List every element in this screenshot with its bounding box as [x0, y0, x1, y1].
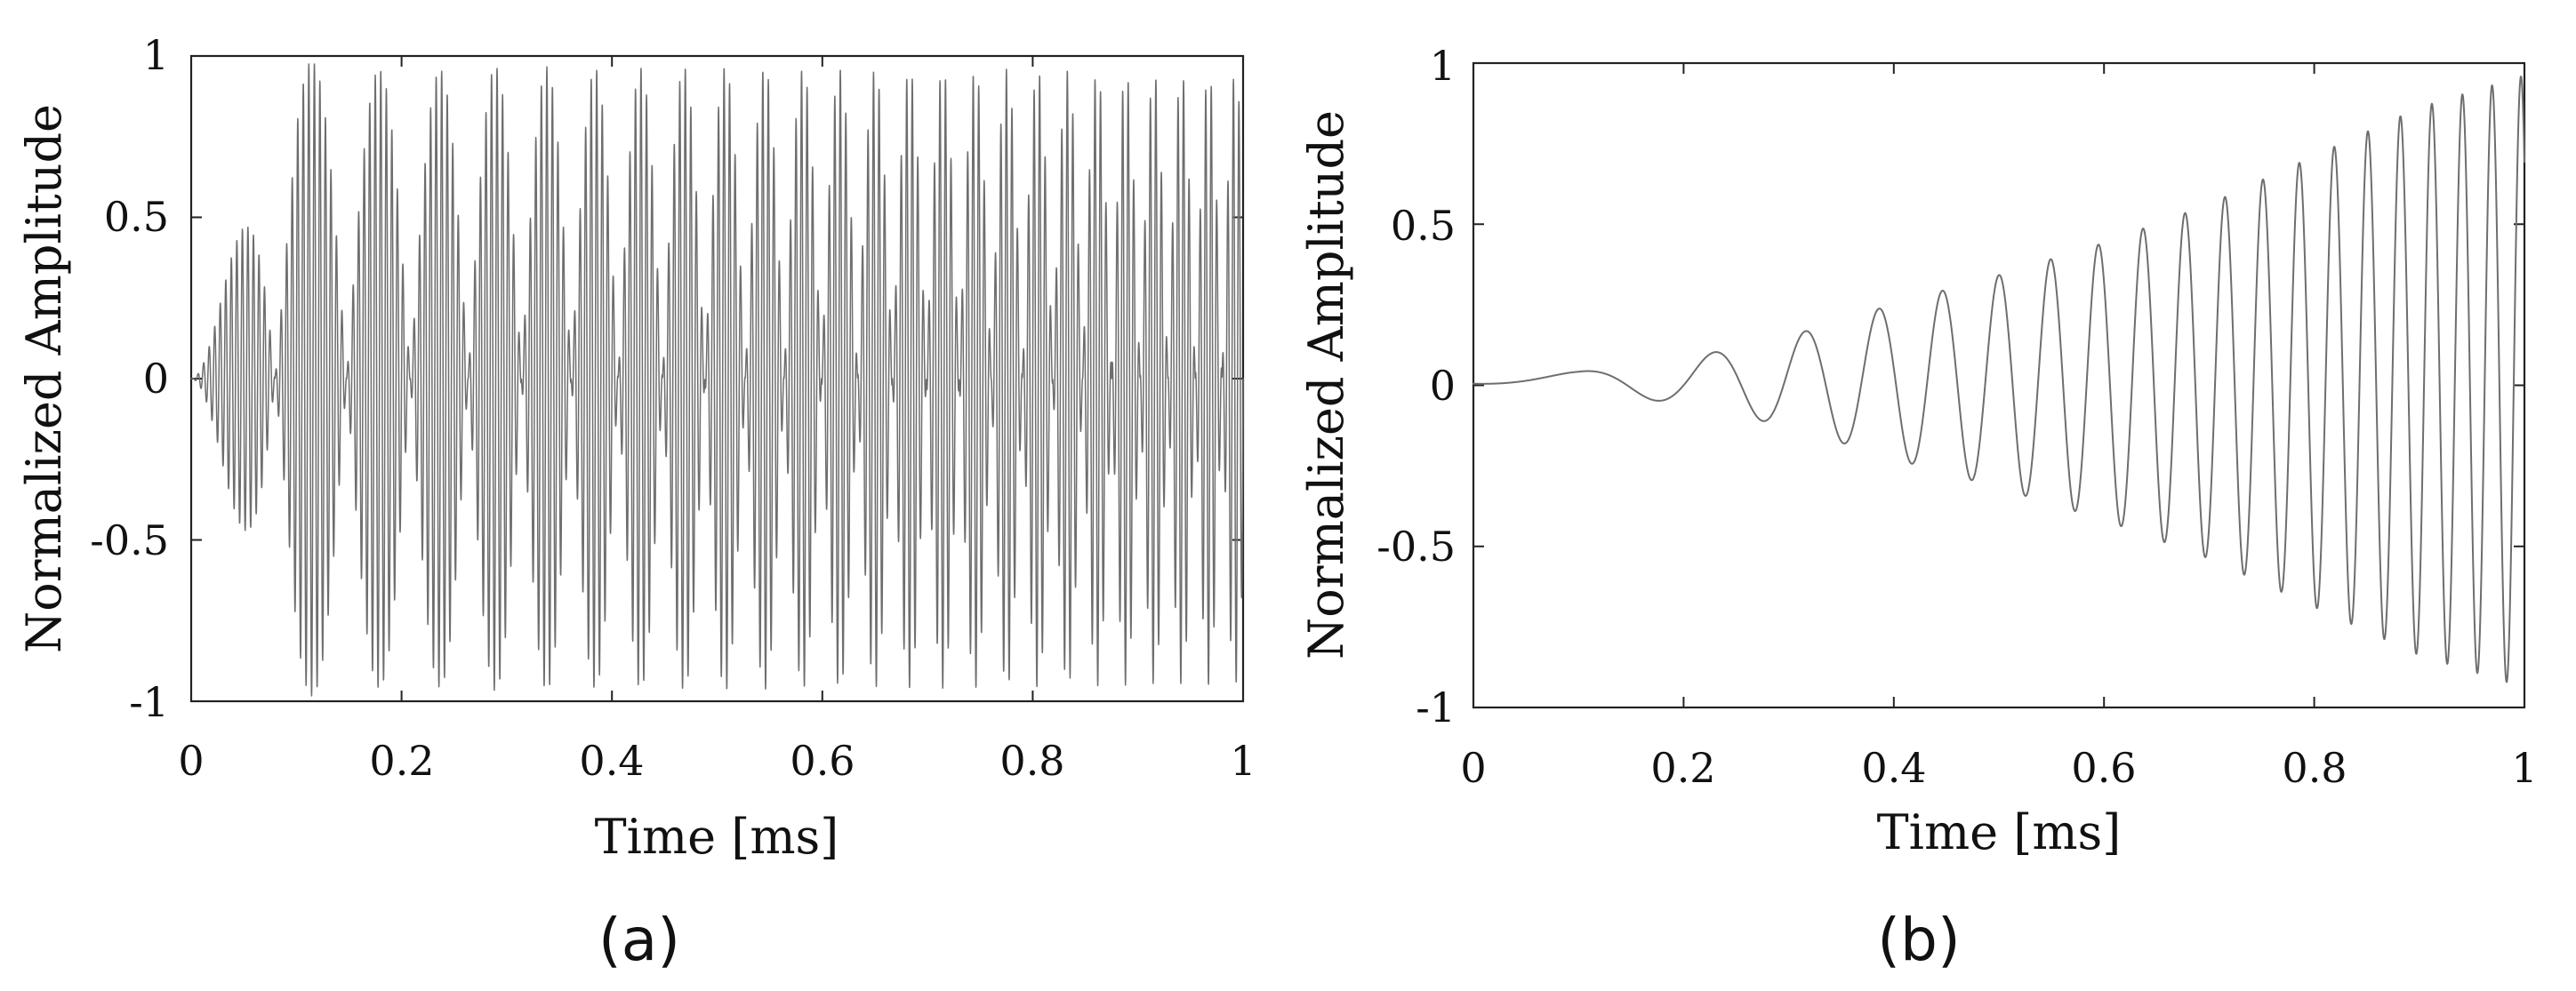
- chart-a-xtick-0: 0: [178, 737, 204, 785]
- chart-a-xtick-1: 1: [1230, 737, 1256, 785]
- chart-b-xtick-0.4: 0.4: [1861, 744, 1926, 792]
- chart-a: 1 0.5 0 -0.5 -1 0 0.2 0.4 0.6 0.8 1 Time…: [16, 31, 1256, 974]
- chart-b-ticks: [1473, 62, 2525, 708]
- chart-b-ytick--1: -1: [1416, 683, 1456, 731]
- chart-b-y-ticks: 1 0.5 0 -0.5 -1: [1376, 42, 1456, 731]
- chart-b-xtick-1: 1: [2511, 744, 2537, 792]
- chart-a-xtick-0.4: 0.4: [579, 737, 644, 785]
- chart-a-ytick-1: 1: [143, 31, 169, 79]
- chart-a-ytick--1: -1: [129, 678, 169, 726]
- chart-a-x-ticks: 0 0.2 0.4 0.6 0.8 1: [178, 737, 1256, 785]
- chart-a-ytick-0: 0: [143, 355, 169, 403]
- chart-b-ytick-0.5: 0.5: [1391, 202, 1456, 250]
- chart-b-panel-label: (b): [1877, 906, 1960, 974]
- chart-b-xtick-0.6: 0.6: [2071, 744, 2136, 792]
- chart-a-y-ticks: 1 0.5 0 -0.5 -1: [90, 31, 169, 726]
- chart-a-xtick-0.2: 0.2: [369, 737, 434, 785]
- chart-b-xtick-0.2: 0.2: [1650, 744, 1715, 792]
- chart-a-ytick-0.5: 0.5: [104, 193, 169, 241]
- chart-a-ytick--0.5: -0.5: [90, 516, 169, 564]
- chart-b: 1 0.5 0 -0.5 -1 0 0.2 0.4 0.6 0.8 1 Time…: [1298, 42, 2538, 974]
- chart-b-x-ticks: 0 0.2 0.4 0.6 0.8 1: [1460, 744, 2537, 792]
- chart-b-xtick-0: 0: [1460, 744, 1486, 792]
- chart-b-series-line: [1473, 76, 2525, 683]
- chart-b-xtick-0.8: 0.8: [2282, 744, 2347, 792]
- chart-a-xtick-0.8: 0.8: [999, 737, 1064, 785]
- chart-b-ytick--0.5: -0.5: [1376, 523, 1456, 571]
- chart-a-panel-label: (a): [598, 906, 680, 974]
- chart-a-xlabel: Time [ms]: [595, 809, 839, 865]
- chart-b-plot-frame: [1472, 61, 2526, 709]
- chart-b-ylabel: Normalized Amplitude: [1298, 110, 1354, 659]
- chart-a-ylabel: Normalized Amplitude: [16, 104, 72, 653]
- chart-b-ytick-0: 0: [1430, 362, 1456, 410]
- chart-a-xtick-0.6: 0.6: [790, 737, 855, 785]
- chart-b-ytick-1: 1: [1430, 42, 1456, 90]
- chart-a-series-line: [190, 63, 1244, 697]
- chart-b-xlabel: Time [ms]: [1877, 804, 2122, 860]
